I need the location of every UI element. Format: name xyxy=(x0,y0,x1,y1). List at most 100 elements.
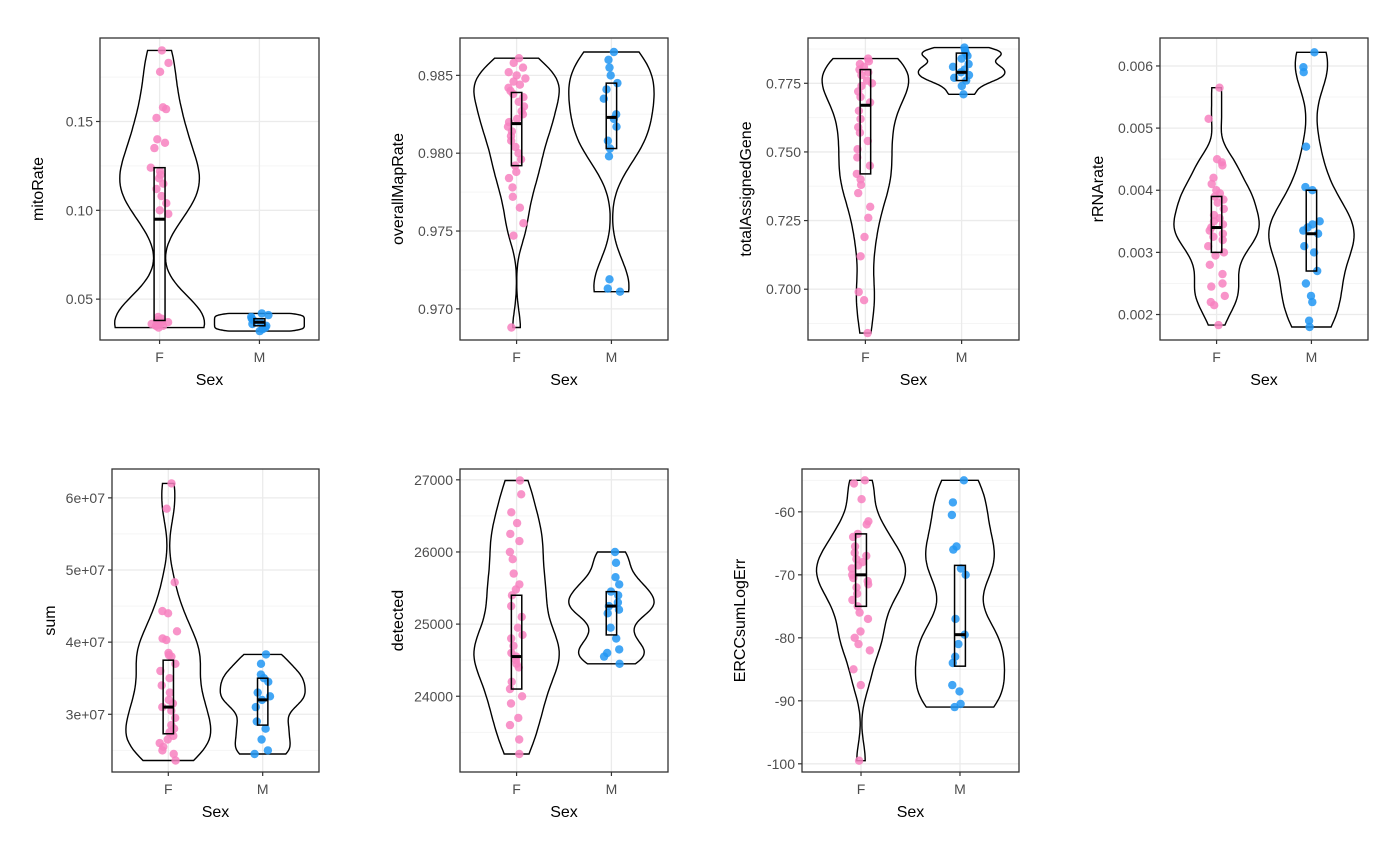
panel-totalAssignedGene: 0.700 0.725 0.750 0.775 F M Sex totalAssignedGe… xyxy=(738,37,1020,389)
data-point-F xyxy=(1219,204,1229,214)
data-point-F xyxy=(167,652,176,661)
violin-F xyxy=(1173,87,1260,326)
data-point-F xyxy=(161,104,171,114)
panel-detected: 24000 25000 26000 27000 F M Sex detected xyxy=(390,468,669,821)
x-tick-label: F xyxy=(861,349,870,365)
panel-mitoRate: 0.05 0.10 0.15 F M Sex mitoRate xyxy=(30,37,320,389)
data-point-M xyxy=(251,702,260,712)
data-point-F xyxy=(162,504,171,513)
data-point-F xyxy=(862,520,871,529)
data-point-F xyxy=(146,163,155,172)
x-axis-title: Sex xyxy=(550,372,578,389)
data-point-F xyxy=(507,323,516,332)
data-point-M xyxy=(605,63,614,72)
data-point-F xyxy=(863,328,872,338)
y-tick-label: 0.05 xyxy=(66,291,93,307)
boxplot-F xyxy=(153,166,166,322)
data-point-F xyxy=(508,183,517,192)
data-point-M xyxy=(954,639,963,649)
y-tick-label: 0.002 xyxy=(1118,307,1153,323)
boxplot-F xyxy=(1210,195,1223,254)
data-point-M xyxy=(1300,242,1309,251)
data-point-M xyxy=(956,564,966,573)
data-point-F xyxy=(1207,282,1216,291)
x-axis-title: Sex xyxy=(550,804,578,821)
data-point-F xyxy=(1215,83,1224,92)
y-tick-label: 26000 xyxy=(414,544,453,560)
data-point-F xyxy=(521,74,530,83)
y-tick-label: 3e+07 xyxy=(66,706,106,722)
data-point-F xyxy=(1211,251,1220,260)
y-tick-label: -80 xyxy=(775,630,795,646)
data-point-F xyxy=(507,508,516,517)
y-tick-label: 0.750 xyxy=(766,144,801,160)
data-point-M xyxy=(1301,142,1311,151)
boxplot-F xyxy=(854,533,868,608)
data-point-F xyxy=(1204,242,1213,251)
violin-M xyxy=(1268,51,1355,328)
y-tick-label: 27000 xyxy=(414,472,453,488)
x-tick-label: F xyxy=(512,781,521,797)
data-point-F xyxy=(1209,232,1218,241)
y-tick-label: -90 xyxy=(775,693,795,709)
data-point-M xyxy=(959,476,969,485)
data-point-F xyxy=(159,179,168,188)
data-point-F xyxy=(152,113,161,123)
data-point-M xyxy=(615,645,624,654)
panel-overallMapRate: 0.970 0.975 0.980 0.985 F M Sex overallMapRate xyxy=(390,37,669,389)
violin-F xyxy=(473,479,560,755)
y-tick-label: 0.005 xyxy=(1118,120,1153,136)
y-axis-title: detected xyxy=(390,590,407,651)
y-tick-label: 6e+07 xyxy=(66,490,106,506)
data-point-F xyxy=(504,173,514,183)
data-point-F xyxy=(849,665,858,674)
data-point-M xyxy=(261,650,271,659)
y-tick-label: 25000 xyxy=(414,616,453,632)
data-point-F xyxy=(512,114,522,124)
data-point-F xyxy=(505,720,515,730)
data-point-M xyxy=(604,152,614,161)
data-point-F xyxy=(865,646,874,655)
y-tick-label: 4e+07 xyxy=(66,634,106,650)
x-tick-label: F xyxy=(155,349,164,365)
data-point-F xyxy=(150,143,159,153)
data-point-F xyxy=(1218,235,1227,245)
data-point-F xyxy=(518,63,528,72)
data-point-F xyxy=(1218,279,1227,288)
x-tick-label: F xyxy=(164,781,173,797)
data-point-M xyxy=(263,746,273,755)
data-point-M xyxy=(615,580,624,589)
violin-M xyxy=(219,653,306,755)
data-point-F xyxy=(519,219,528,228)
data-point-F xyxy=(511,142,520,152)
violin-F xyxy=(113,49,206,329)
violin-F xyxy=(473,57,560,329)
data-point-F xyxy=(172,627,182,636)
data-point-M xyxy=(611,558,621,567)
y-tick-label: 0.10 xyxy=(66,202,93,218)
panel-rRNArate: 0.002 0.003 0.004 0.005 0.006 F M Sex rRNArate xyxy=(1090,37,1369,389)
data-point-M xyxy=(605,275,614,284)
data-point-F xyxy=(504,68,513,77)
data-point-M xyxy=(949,545,958,554)
data-point-F xyxy=(864,57,874,66)
data-point-F xyxy=(165,688,175,697)
data-point-F xyxy=(854,287,863,297)
data-point-F xyxy=(856,627,865,636)
panel-frame xyxy=(801,468,1020,773)
data-point-F xyxy=(157,681,166,690)
data-point-F xyxy=(505,547,515,557)
y-tick-label: 0.970 xyxy=(418,301,453,317)
x-tick-label: M xyxy=(257,781,269,797)
data-point-F xyxy=(508,192,517,201)
data-point-F xyxy=(864,213,873,222)
data-point-F xyxy=(512,518,522,528)
data-point-F xyxy=(512,167,521,177)
data-point-M xyxy=(257,309,266,318)
data-point-F xyxy=(160,138,170,147)
data-point-F xyxy=(856,180,866,190)
data-point-F xyxy=(856,252,865,261)
data-point-F xyxy=(860,476,870,485)
boxplot-F xyxy=(859,68,872,175)
